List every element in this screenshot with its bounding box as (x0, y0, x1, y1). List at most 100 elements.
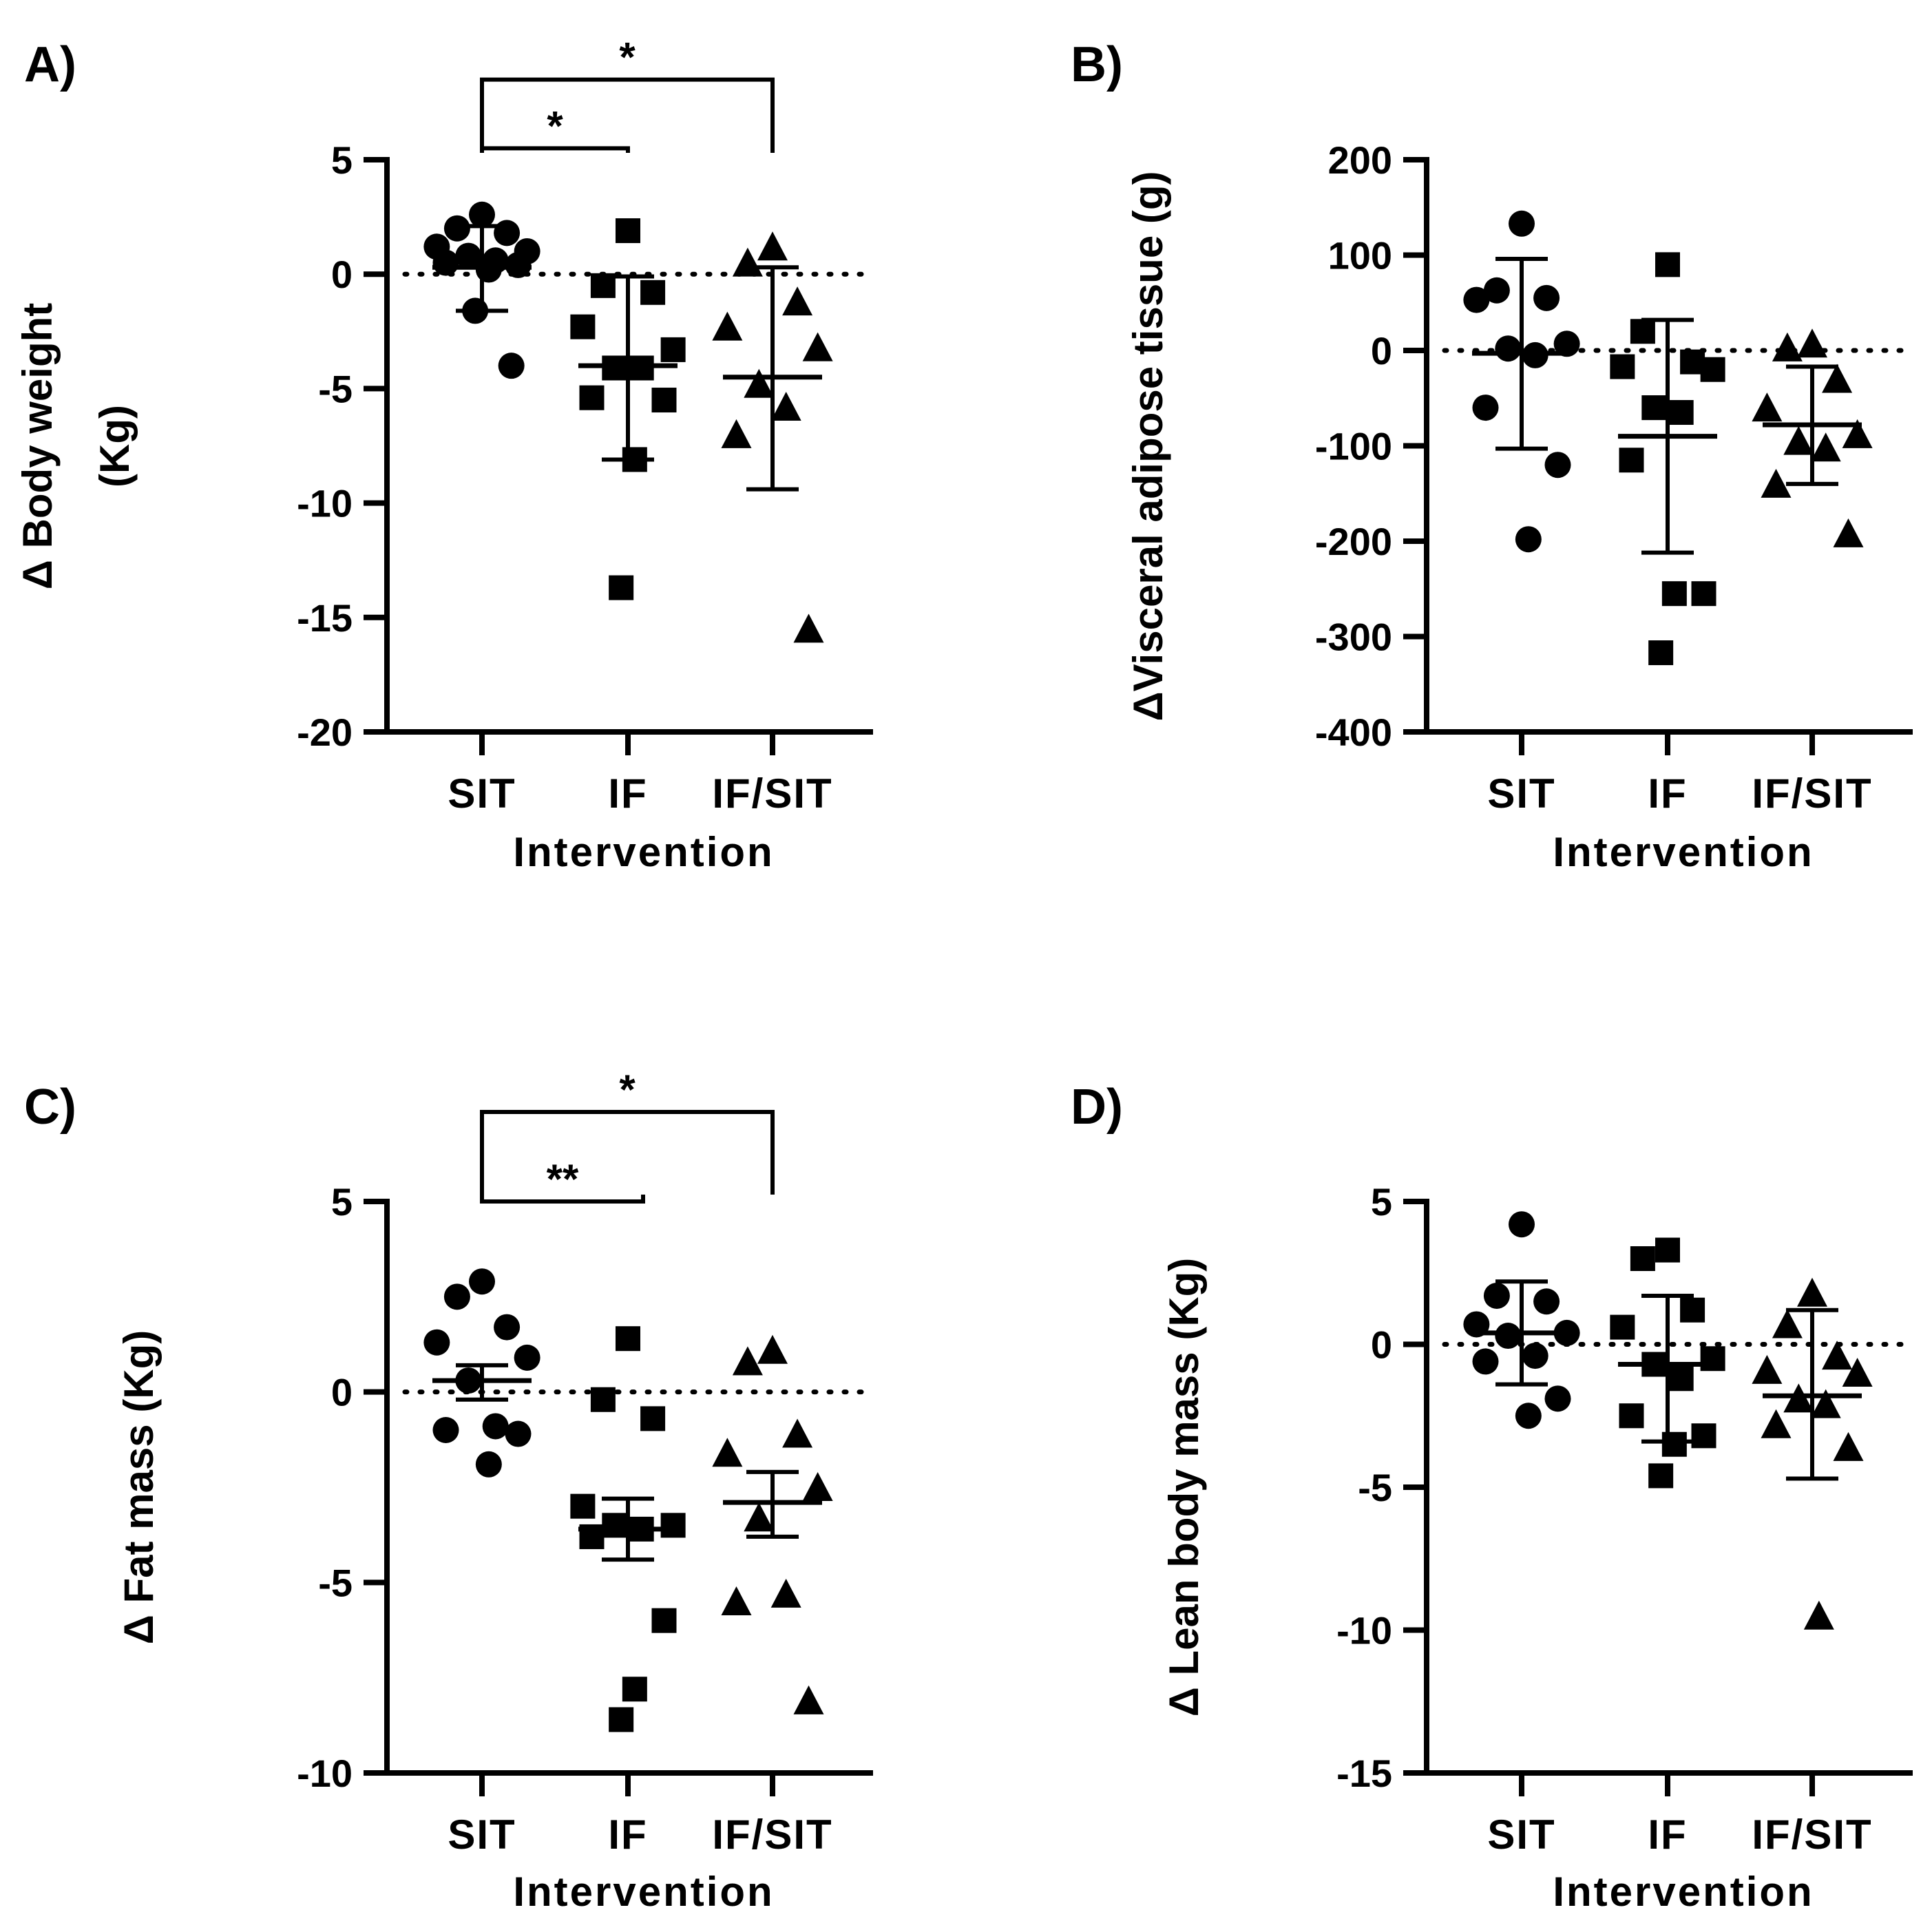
y-tick-label: -15 (1336, 1752, 1392, 1795)
data-point-if (1610, 1314, 1635, 1340)
significance-star: * (619, 34, 636, 81)
data-point-if-sit (1797, 328, 1827, 358)
y-axis-title: Δ Lean body mass (Kg) (1161, 1258, 1207, 1717)
data-point-if-sit (1772, 1309, 1803, 1338)
data-point-sit (1553, 1319, 1580, 1346)
x-tick-label-if-sit: IF/SIT (712, 770, 832, 817)
data-point-if-sit (1833, 1431, 1864, 1461)
data-point-if (640, 1406, 666, 1431)
data-point-if-sit (802, 1472, 833, 1501)
data-point-sit (462, 297, 489, 324)
x-tick-label-if: IF (1648, 1812, 1687, 1858)
data-point-if (1655, 1237, 1680, 1263)
data-point-if-sit (1761, 1409, 1792, 1438)
x-tick-label-if-sit: IF/SIT (1752, 1812, 1872, 1858)
data-point-if-sit (744, 368, 775, 398)
y-axis-title: Δ Fat mass (Kg) (116, 1330, 162, 1645)
significance-star: ** (547, 1156, 579, 1202)
data-point-sit (494, 220, 521, 246)
data-point-if (660, 1513, 686, 1538)
significance-bracket (480, 77, 775, 153)
x-tick-label-sit: SIT (1487, 770, 1555, 817)
x-axis-title: Intervention (513, 829, 774, 875)
panel-d-lean-body-mass: D) 5 0 -5 -10 -15 SIT IF IF/SIT Intervention Δ Lea… (1071, 1080, 1913, 1915)
data-point-if-sit (712, 1438, 743, 1467)
data-point-sit (494, 1314, 521, 1341)
x-tick-label-if: IF (608, 770, 647, 817)
data-point-if-sit (757, 1334, 788, 1364)
data-point-if-sit (1797, 1277, 1827, 1307)
data-point-sit (1463, 286, 1490, 313)
data-point-if-sit (1803, 1600, 1834, 1630)
significance-bracket (480, 1195, 645, 1204)
data-point-if (1619, 448, 1644, 473)
y-axis-title: (Kg) (92, 405, 138, 487)
y-tick-label: -10 (297, 482, 353, 525)
data-point-sit (1509, 1211, 1535, 1238)
data-point-if (1648, 640, 1674, 666)
data-point-if (616, 218, 640, 244)
y-axis-title: ΔVisceral adipose tissue (g) (1125, 171, 1171, 722)
data-point-sit (475, 1451, 502, 1478)
data-point-if (1691, 1423, 1716, 1449)
data-point-sit (443, 215, 470, 242)
panel-label: A) (24, 37, 76, 92)
data-point-sit (475, 256, 502, 283)
panel-label: D) (1071, 1080, 1123, 1135)
data-point-if (651, 388, 677, 413)
data-point-if (1661, 581, 1687, 607)
data-point-sit (455, 1367, 482, 1394)
data-point-sit (1483, 277, 1510, 304)
data-point-sit (1463, 1311, 1490, 1338)
data-point-if (1655, 252, 1680, 277)
data-point-if-sit (721, 1586, 752, 1615)
data-point-if (1661, 1431, 1687, 1457)
x-tick-label-if: IF (1648, 770, 1687, 817)
x-axis-title: Intervention (513, 1869, 774, 1915)
data-point-if-sit (732, 1346, 763, 1376)
data-point-sit (1495, 1323, 1522, 1350)
data-point-if-sit (1810, 432, 1841, 462)
data-point-sit (1509, 210, 1535, 237)
y-tick-label: -10 (1336, 1609, 1392, 1652)
data-point-if (579, 1524, 605, 1549)
data-point-if (1619, 1403, 1644, 1429)
data-point-sit (498, 353, 525, 379)
data-point-if (590, 273, 616, 298)
data-point-if (1668, 1366, 1694, 1392)
data-point-if-sit (1822, 1341, 1853, 1370)
data-point-sit (1553, 330, 1580, 357)
data-point-if (590, 1387, 616, 1412)
data-point-sit (1522, 1343, 1548, 1369)
data-point-if-sit (1810, 1389, 1841, 1418)
data-point-if-sit (712, 311, 743, 341)
data-point-if (640, 280, 666, 305)
data-point-sit (1544, 452, 1571, 479)
data-point-if (1700, 357, 1725, 382)
panel-a-body-weight: A) 5 0 -5 -10 -15 -20 SIT IF IF/SIT Intervention Δ … (14, 34, 873, 875)
data-point-sit (432, 1417, 459, 1443)
data-point-if (1610, 354, 1635, 379)
y-tick-label: 5 (1371, 1180, 1392, 1224)
x-tick-label-sit: SIT (448, 770, 516, 817)
data-point-sit (1472, 395, 1499, 421)
y-tick-label: 5 (331, 1180, 353, 1224)
data-point-if (616, 1326, 640, 1352)
data-point-sit (1544, 1385, 1571, 1412)
y-tick-label: -15 (297, 596, 353, 640)
data-point-sit (1472, 1348, 1499, 1375)
x-axis-title: Intervention (1553, 829, 1814, 875)
y-tick-label: 0 (331, 1371, 353, 1414)
significance-bracket (480, 1109, 775, 1195)
y-tick-label: -5 (318, 1561, 353, 1604)
y-tick-label: 100 (1328, 234, 1392, 277)
data-point-sit (1483, 1282, 1510, 1309)
y-tick-label: -300 (1315, 616, 1392, 659)
y-tick-label: -10 (297, 1752, 353, 1795)
y-tick-label: -200 (1315, 520, 1392, 563)
data-point-if (622, 447, 647, 472)
data-point-if (602, 1513, 627, 1538)
data-point-if (1691, 581, 1716, 607)
data-point-if-sit (757, 231, 788, 261)
data-point-if-sit (1833, 518, 1864, 547)
